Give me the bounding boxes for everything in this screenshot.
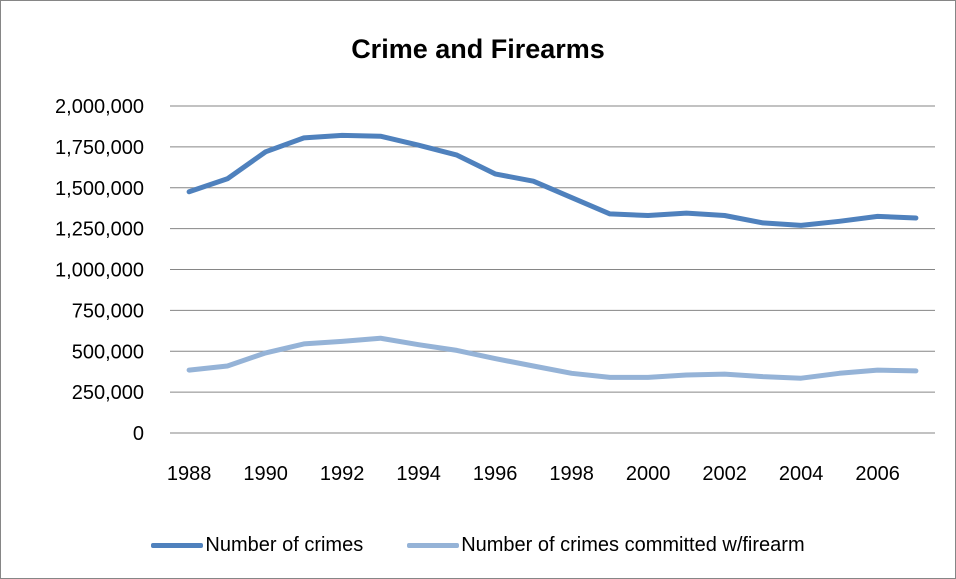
x-tick-label: 1992: [320, 463, 365, 485]
y-tick-label: 1,500,000: [55, 178, 144, 200]
legend-item-crimes: Number of crimes: [151, 534, 363, 557]
y-tick-label: 250,000: [72, 382, 144, 404]
y-tick-label: 750,000: [72, 300, 144, 322]
y-tick-label: 1,000,000: [55, 260, 144, 282]
x-tick-label: 1996: [473, 463, 518, 485]
x-tick-label: 2006: [855, 463, 900, 485]
y-tick-label: 2,000,000: [55, 96, 144, 118]
y-tick-label: 500,000: [72, 341, 144, 363]
series-line-0: [186, 132, 919, 228]
x-tick-label: 2000: [626, 463, 671, 485]
legend-item-firearm-crimes: Number of crimes committed w/firearm: [407, 533, 805, 557]
legend-label-crimes: Number of crimes: [205, 533, 364, 556]
x-tick-label: 1994: [396, 463, 441, 485]
chart-legend: Number of crimes Number of crimes commit…: [0, 532, 956, 558]
x-tick-label: 1998: [549, 463, 594, 485]
y-tick-label: 1,250,000: [55, 219, 144, 241]
x-tick-label: 2002: [702, 463, 747, 485]
y-tick-label: 0: [133, 423, 144, 445]
legend-label-firearm-crimes: Number of crimes committed w/firearm: [461, 533, 805, 556]
series-line-1: [186, 335, 919, 381]
chart-title: Crime and Firearms: [351, 34, 605, 64]
legend-swatch-crimes: [151, 542, 204, 548]
y-tick-label: 1,750,000: [55, 137, 144, 159]
x-tick-label: 2004: [779, 463, 824, 485]
x-tick-label: 1990: [243, 463, 288, 485]
legend-swatch-firearm-crimes: [407, 542, 460, 548]
x-tick-label: 1988: [167, 463, 212, 485]
